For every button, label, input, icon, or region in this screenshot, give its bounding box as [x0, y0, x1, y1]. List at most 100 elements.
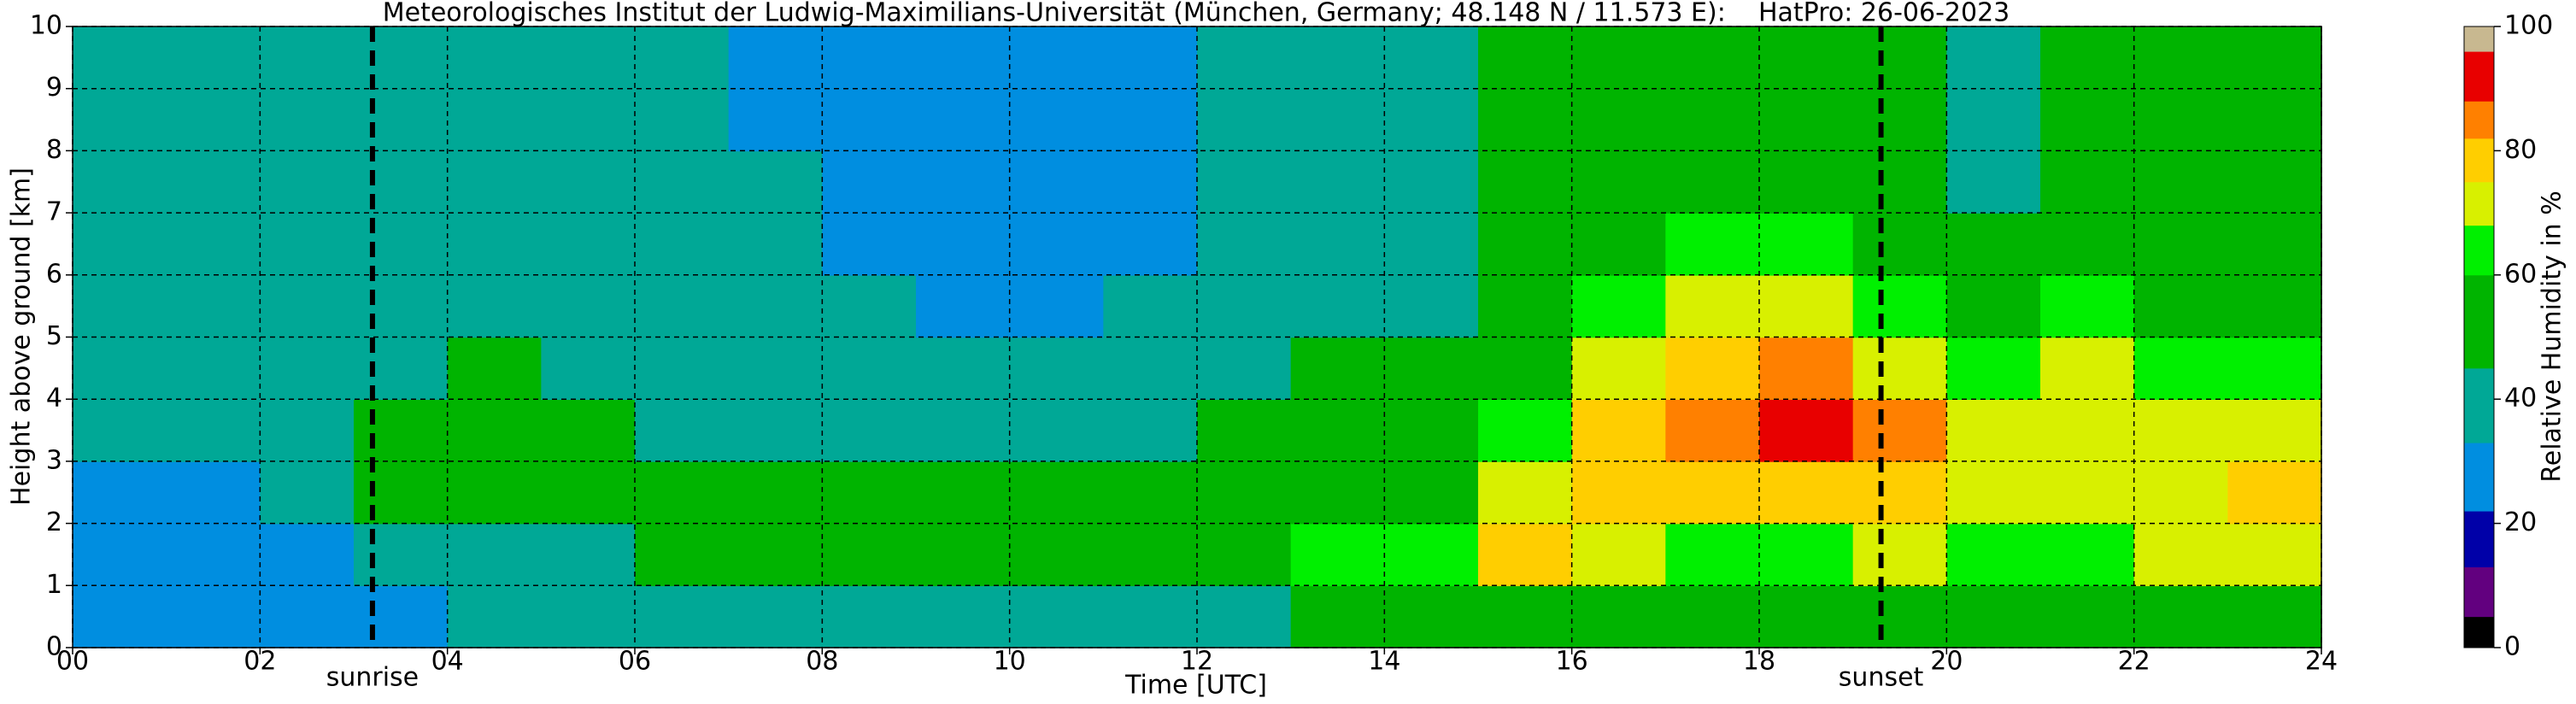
heatmap-cell: [822, 523, 917, 587]
x-tick-label: 08: [806, 647, 838, 677]
x-tick-label: 20: [1930, 647, 1963, 677]
heatmap-cell: [73, 213, 167, 276]
heatmap-cell: [541, 150, 636, 214]
heatmap-cell: [1946, 585, 2041, 648]
heatmap-cell: [447, 26, 543, 90]
heatmap-cell: [1571, 213, 1667, 276]
heatmap-cell: [916, 150, 1011, 214]
y-tick-label: 0: [46, 632, 62, 662]
heatmap-cell: [1571, 399, 1667, 462]
colorbar-tick-label: 40: [2504, 384, 2537, 414]
heatmap-cell: [1009, 337, 1105, 400]
heatmap-cell: [1384, 585, 1479, 648]
heatmap-cell: [1384, 213, 1479, 276]
heatmap-cell: [2133, 274, 2229, 338]
heatmap-cell: [1759, 274, 1854, 338]
heatmap-cell: [1852, 274, 1948, 338]
heatmap-cell: [2040, 399, 2135, 462]
heatmap-cell: [541, 274, 636, 338]
heatmap-cell: [1665, 337, 1760, 400]
heatmap-cell: [354, 274, 449, 338]
heatmap-cell: [73, 88, 167, 152]
y-tick-label: 8: [46, 135, 62, 165]
heatmap-cell: [1290, 585, 1386, 648]
heatmap-cell: [1290, 26, 1386, 90]
heatmap-cell: [1852, 461, 1948, 525]
heatmap-cell: [635, 585, 730, 648]
heatmap-cell: [1197, 88, 1292, 152]
heatmap-cell: [635, 461, 730, 525]
heatmap-cell: [260, 399, 355, 462]
heatmap-cell: [728, 274, 824, 338]
x-tick-label: 10: [994, 647, 1026, 677]
heatmap-cell: [822, 150, 917, 214]
y-tick-label: 9: [46, 73, 62, 103]
heatmap-cell: [1384, 88, 1479, 152]
x-tick-label: 16: [1556, 647, 1588, 677]
heatmap-cell: [447, 88, 543, 152]
heatmap-cell: [1571, 461, 1667, 525]
heatmap-cell: [2227, 26, 2322, 90]
heatmap-cell: [1759, 26, 1854, 90]
heatmap-cell: [2040, 585, 2135, 648]
heatmap-cell: [541, 88, 636, 152]
heatmap-cell: [447, 337, 543, 400]
heatmap-cell: [635, 337, 730, 400]
heatmap-cell: [447, 274, 543, 338]
colorbar-frame: [2463, 26, 2495, 648]
y-tick-label: 7: [46, 197, 62, 227]
heatmap-cell: [1009, 150, 1105, 214]
heatmap-cell: [447, 150, 543, 214]
x-tick-label: 12: [1181, 647, 1213, 677]
heatmap-cell: [916, 26, 1011, 90]
heatmap-cell: [1759, 585, 1854, 648]
heatmap-cell: [822, 399, 917, 462]
heatmap-cell: [73, 26, 167, 90]
heatmap-cell: [1009, 585, 1105, 648]
colorbar-tick-label: 20: [2504, 507, 2537, 537]
y-tick-label: 2: [46, 507, 62, 537]
heatmap-cell: [635, 150, 730, 214]
heatmap-cell: [916, 274, 1011, 338]
heatmap-cell: [635, 399, 730, 462]
heatmap-cell: [1946, 337, 2041, 400]
heatmap-cell: [1290, 337, 1386, 400]
heatmap-cell: [2227, 523, 2322, 587]
heatmap-cell: [541, 523, 636, 587]
heatmap-cell: [728, 26, 824, 90]
heatmap-cell: [1759, 523, 1854, 587]
heatmap-cell: [2040, 523, 2135, 587]
heatmap-cell: [1852, 585, 1948, 648]
heatmap-cell: [2040, 461, 2135, 525]
heatmap-cell: [2040, 26, 2135, 90]
x-tick-label: 00: [56, 647, 89, 677]
y-tick-label: 3: [46, 445, 62, 475]
heatmap-cell: [1197, 274, 1292, 338]
x-axis-label: Time [UTC]: [1124, 671, 1267, 701]
heatmap-cell: [447, 213, 543, 276]
heatmap-cell: [1571, 523, 1667, 587]
heatmap-cell: [822, 461, 917, 525]
heatmap-cell: [2227, 399, 2322, 462]
x-tick-label: 02: [244, 647, 276, 677]
heatmap-cell: [1197, 585, 1292, 648]
heatmap-cell: [916, 523, 1011, 587]
heatmap-cell: [1384, 150, 1479, 214]
heatmap-cell: [1571, 150, 1667, 214]
heatmap-cell: [1103, 213, 1198, 276]
heatmap-cell: [728, 88, 824, 152]
heatmap-cell: [2133, 150, 2229, 214]
heatmap-cell: [1478, 26, 1573, 90]
heatmap-cell: [1384, 523, 1479, 587]
colorbar-tick-label: 0: [2504, 632, 2520, 662]
heatmap-cell: [73, 337, 167, 400]
heatmap-cell: [1946, 26, 2041, 90]
heatmap-cell: [166, 213, 261, 276]
heatmap-cell: [2133, 213, 2229, 276]
colorbar-tick-label: 80: [2504, 135, 2537, 165]
heatmap-cell: [166, 399, 261, 462]
heatmap-cell: [1009, 461, 1105, 525]
heatmap-cell: [354, 88, 449, 152]
colorbar-segment: [2464, 443, 2494, 512]
